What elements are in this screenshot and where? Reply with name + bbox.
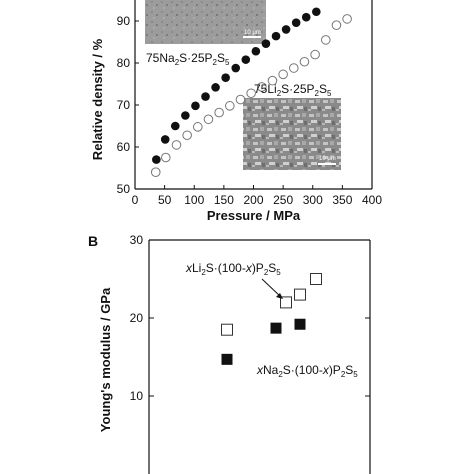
na2s-annotation: 75Na2S·25P2S5 <box>146 51 230 67</box>
li2s-density-point <box>267 75 278 86</box>
li2s-scale-bar-label: 10 μm <box>319 156 336 162</box>
na2s-modulus-point <box>221 353 233 365</box>
panel-a-y-tick-label: 50 <box>117 182 131 196</box>
li2s-series-annotation: xLi2S·(100-x)P2S5 <box>185 261 281 277</box>
na2s-density-point <box>191 101 200 111</box>
li2s-density-point <box>193 122 203 132</box>
li2s-density-point <box>310 49 320 60</box>
na2s-density-point <box>160 135 170 144</box>
na2s-density-point <box>291 18 301 27</box>
li2s-density-point <box>288 63 299 73</box>
panel-b-y-tick-label: 20 <box>130 311 144 325</box>
panel-b-y-axis-title: Young's modulus / GPa <box>98 287 113 432</box>
li2s-annotation-arrowhead <box>276 293 283 299</box>
na2s-density-point <box>201 92 210 101</box>
li2s-density-point <box>299 56 310 67</box>
panel-a-x-tick-label: 350 <box>332 193 352 207</box>
na2s-density-point <box>271 31 281 41</box>
panel-a-x-tick-label: 100 <box>184 193 204 207</box>
panel-a-y-tick-label: 90 <box>117 14 131 28</box>
li2s-annotation-arrow <box>261 278 282 298</box>
panel-a-x-tick-label: 150 <box>214 193 234 207</box>
li2s-density-point <box>150 167 161 177</box>
na2s-density-point <box>152 155 161 164</box>
li2s-scale-bar <box>318 163 336 165</box>
panel-b-y-tick-label: 10 <box>130 389 144 403</box>
panel-b-axes: 10 20 30 Young's modulus / GPa <box>98 233 371 474</box>
li2s-modulus-point <box>310 273 322 285</box>
panel-a-y-tick-label: 60 <box>117 140 131 154</box>
na2s-density-point <box>312 7 321 17</box>
panel-b-points <box>221 273 322 365</box>
li2s-modulus-point <box>280 296 292 309</box>
panel-a-x-tick-label: 250 <box>273 193 293 207</box>
panel-a-x-tick-label: 200 <box>243 193 263 207</box>
li2s-density-point <box>320 35 331 45</box>
na2s-density-point <box>211 83 220 92</box>
li2s-density-point <box>278 69 288 80</box>
li2s-density-point <box>342 14 352 24</box>
panel-a-x-tick-label: 400 <box>362 193 382 207</box>
panel-a-x-tick-label: 0 <box>132 193 139 207</box>
li2s-density-point <box>171 140 182 150</box>
li2s-density-point <box>161 152 171 163</box>
na2s-density-point <box>231 63 241 73</box>
li2s-micrograph <box>243 98 341 170</box>
panel-a-axes: 0 50 100 150 200 250 300 350 4005060708090Pressu… <box>90 0 382 223</box>
panel-a-x-tick-label: 50 <box>158 193 172 207</box>
na2s-density-point <box>221 73 230 82</box>
li2s-density-point <box>203 114 214 125</box>
na2s-density-point <box>281 25 291 34</box>
li2s-density-point <box>235 94 246 105</box>
panel-a-y-axis-title: Relative density / % <box>90 38 105 160</box>
li2s-modulus-point <box>294 288 306 301</box>
li2s-density-point <box>182 130 192 141</box>
panel-b-y-tick-label: 30 <box>130 233 144 247</box>
na2s-density-point <box>261 39 271 48</box>
li2s-density-point <box>256 82 267 92</box>
na2s-density-point <box>241 55 251 64</box>
na2s-modulus-point <box>270 322 282 334</box>
na2s-density-point <box>251 46 261 56</box>
li2s-modulus-point <box>221 323 233 336</box>
panel-b-label: B <box>88 233 98 249</box>
li2s-density-point <box>225 101 235 111</box>
panel-a-x-tick-label: 300 <box>303 193 323 207</box>
li2s-density-point <box>246 88 256 99</box>
li2s-annotation: 75Li2S·25P2S5 <box>254 82 332 98</box>
youngs-modulus-panel: B 10 20 30 Young's modulus / GPa xLi2S·(100… <box>88 233 371 474</box>
na2s-modulus-point <box>294 318 306 330</box>
na2s-density-point <box>301 12 311 22</box>
na2s-density-point <box>170 121 180 131</box>
panel-a-points <box>150 7 352 177</box>
na2s-scale-bar-label: 10 μm <box>244 30 261 36</box>
panel-a-y-tick-label: 80 <box>117 56 131 70</box>
li2s-density-point <box>331 20 342 31</box>
na2s-series-annotation: xNa2S·(100-x)P2S5 <box>256 363 358 379</box>
na2s-density-point <box>181 111 190 120</box>
panel-a-y-tick-label: 70 <box>117 98 131 112</box>
na2s-scale-bar <box>243 36 261 38</box>
relative-density-panel: 10 μm 10 μm 0 50 100 150 200 250 300 350 4005060… <box>90 0 382 223</box>
li2s-density-point <box>214 107 224 118</box>
panel-a-x-axis-title: Pressure / MPa <box>207 208 301 223</box>
